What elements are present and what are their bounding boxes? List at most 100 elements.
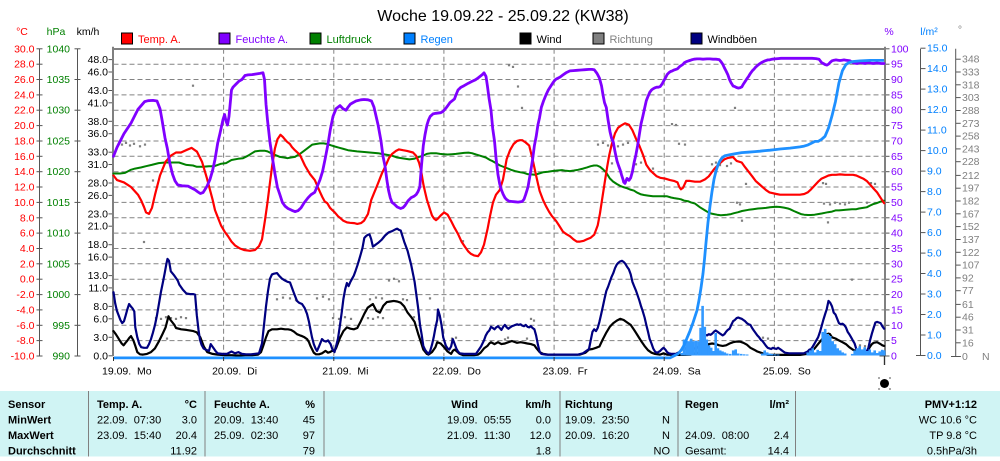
svg-text:Temp. A.: Temp. A. (97, 399, 142, 411)
svg-text:-10.0: -10.0 (11, 351, 35, 363)
svg-text:PMV+1:12: PMV+1:12 (925, 399, 977, 411)
svg-text:14.0: 14.0 (14, 166, 35, 178)
svg-text:N: N (982, 351, 990, 363)
svg-text:4.0: 4.0 (927, 268, 942, 280)
svg-text:0.5hPa/3h: 0.5hPa/3h (927, 446, 977, 458)
svg-text:48.0: 48.0 (88, 54, 109, 66)
svg-text:990: 990 (52, 351, 70, 363)
svg-text:TP 9.8 °C: TP 9.8 °C (929, 430, 977, 442)
svg-text:75: 75 (891, 120, 903, 132)
svg-text:Wind: Wind (451, 399, 478, 411)
svg-text:1.0: 1.0 (927, 330, 942, 342)
svg-text:41.0: 41.0 (88, 97, 109, 109)
svg-text:Temp. A.: Temp. A. (138, 34, 181, 46)
svg-text:318: 318 (962, 79, 980, 91)
svg-text:4.0: 4.0 (20, 243, 35, 255)
svg-text:303: 303 (962, 92, 980, 104)
svg-text:77: 77 (962, 285, 974, 297)
svg-text:100: 100 (891, 43, 909, 55)
svg-text:19.09. 23:50: 19.09. 23:50 (565, 415, 629, 427)
svg-text:5: 5 (891, 335, 897, 347)
svg-text:25: 25 (891, 274, 903, 286)
svg-text:-6.0: -6.0 (16, 320, 34, 332)
svg-text:1035: 1035 (47, 74, 71, 86)
svg-text:197: 197 (962, 183, 980, 195)
svg-text:60: 60 (891, 166, 903, 178)
svg-text:28.0: 28.0 (88, 178, 109, 190)
svg-text:167: 167 (962, 208, 980, 220)
svg-text:6.0: 6.0 (20, 228, 35, 240)
svg-text:10.0: 10.0 (14, 197, 35, 209)
svg-text:18.0: 18.0 (88, 239, 109, 251)
svg-text:35: 35 (891, 243, 903, 255)
svg-text:995: 995 (52, 320, 70, 332)
svg-text:212: 212 (962, 170, 980, 182)
svg-text:°C: °C (185, 399, 197, 411)
svg-text:2.0: 2.0 (20, 258, 35, 270)
svg-text:Feuchte A.: Feuchte A. (236, 34, 289, 46)
svg-text:19.09. Mo: 19.09. Mo (102, 366, 152, 378)
svg-text:16.0: 16.0 (14, 151, 35, 163)
svg-text:31: 31 (962, 325, 974, 337)
svg-text:20: 20 (891, 289, 903, 301)
svg-text:137: 137 (962, 234, 980, 246)
svg-text:6.0: 6.0 (93, 313, 108, 325)
svg-text:15.0: 15.0 (927, 43, 948, 55)
svg-text:16: 16 (962, 337, 974, 349)
svg-text:16.0: 16.0 (88, 252, 109, 264)
svg-text:22.09. 07:30: 22.09. 07:30 (97, 415, 161, 427)
svg-text:Regen: Regen (421, 34, 453, 46)
svg-text:Richtung: Richtung (610, 34, 653, 46)
svg-text:152: 152 (962, 221, 980, 233)
svg-text:1030: 1030 (47, 105, 71, 117)
svg-text:30: 30 (891, 258, 903, 270)
svg-text:km/h: km/h (525, 399, 551, 411)
svg-text:1.8: 1.8 (536, 446, 551, 458)
svg-text:22.09. Do: 22.09. Do (432, 366, 481, 378)
svg-text:46.0: 46.0 (88, 67, 109, 79)
svg-text:Feuchte A.: Feuchte A. (214, 399, 270, 411)
svg-text:3.0: 3.0 (93, 332, 108, 344)
svg-text:km/h: km/h (77, 26, 100, 38)
svg-text:20.4: 20.4 (176, 430, 197, 442)
svg-text:182: 182 (962, 196, 980, 208)
svg-text:348: 348 (962, 54, 980, 66)
svg-text:45: 45 (303, 415, 315, 427)
svg-text:hPa: hPa (47, 26, 66, 38)
svg-text:11.92: 11.92 (170, 446, 197, 458)
svg-text:1025: 1025 (47, 136, 71, 148)
svg-text:12.0: 12.0 (927, 104, 948, 116)
svg-text:12.0: 12.0 (14, 182, 35, 194)
svg-text:43.0: 43.0 (88, 85, 109, 97)
svg-text:24.0: 24.0 (14, 89, 35, 101)
svg-text:Richtung: Richtung (565, 399, 613, 411)
svg-text:0.0: 0.0 (927, 350, 942, 362)
svg-text:3.0: 3.0 (182, 415, 197, 427)
svg-text:6.0: 6.0 (927, 227, 942, 239)
svg-text:Wind: Wind (537, 34, 562, 46)
svg-text:20.09. 13:40: 20.09. 13:40 (214, 415, 278, 427)
svg-text:1040: 1040 (47, 43, 71, 55)
svg-text:N: N (662, 415, 670, 427)
svg-text:8.0: 8.0 (93, 301, 108, 313)
svg-text:15: 15 (891, 304, 903, 316)
svg-text:0.0: 0.0 (20, 274, 35, 286)
svg-text:2.4: 2.4 (774, 430, 789, 442)
svg-text:26.0: 26.0 (14, 74, 35, 86)
svg-text:°: ° (958, 24, 962, 36)
svg-text:1020: 1020 (47, 166, 71, 178)
svg-text:24.09. Sa: 24.09. Sa (653, 366, 701, 378)
svg-text:12.0: 12.0 (530, 430, 551, 442)
svg-text:13.0: 13.0 (927, 84, 948, 96)
svg-text:MinWert: MinWert (8, 415, 52, 427)
svg-text:%: % (305, 399, 315, 411)
svg-text:21.09. Mi: 21.09. Mi (322, 366, 368, 378)
svg-text:20.09. Di: 20.09. Di (212, 366, 257, 378)
svg-text:243: 243 (962, 143, 980, 155)
svg-text:Luftdruck: Luftdruck (327, 34, 373, 46)
svg-text:24.09. 08:00: 24.09. 08:00 (685, 430, 749, 442)
svg-text:21.0: 21.0 (88, 221, 109, 233)
svg-text:92: 92 (962, 272, 974, 284)
svg-text:288: 288 (962, 105, 980, 117)
svg-text:Durchschnitt: Durchschnitt (8, 446, 76, 458)
